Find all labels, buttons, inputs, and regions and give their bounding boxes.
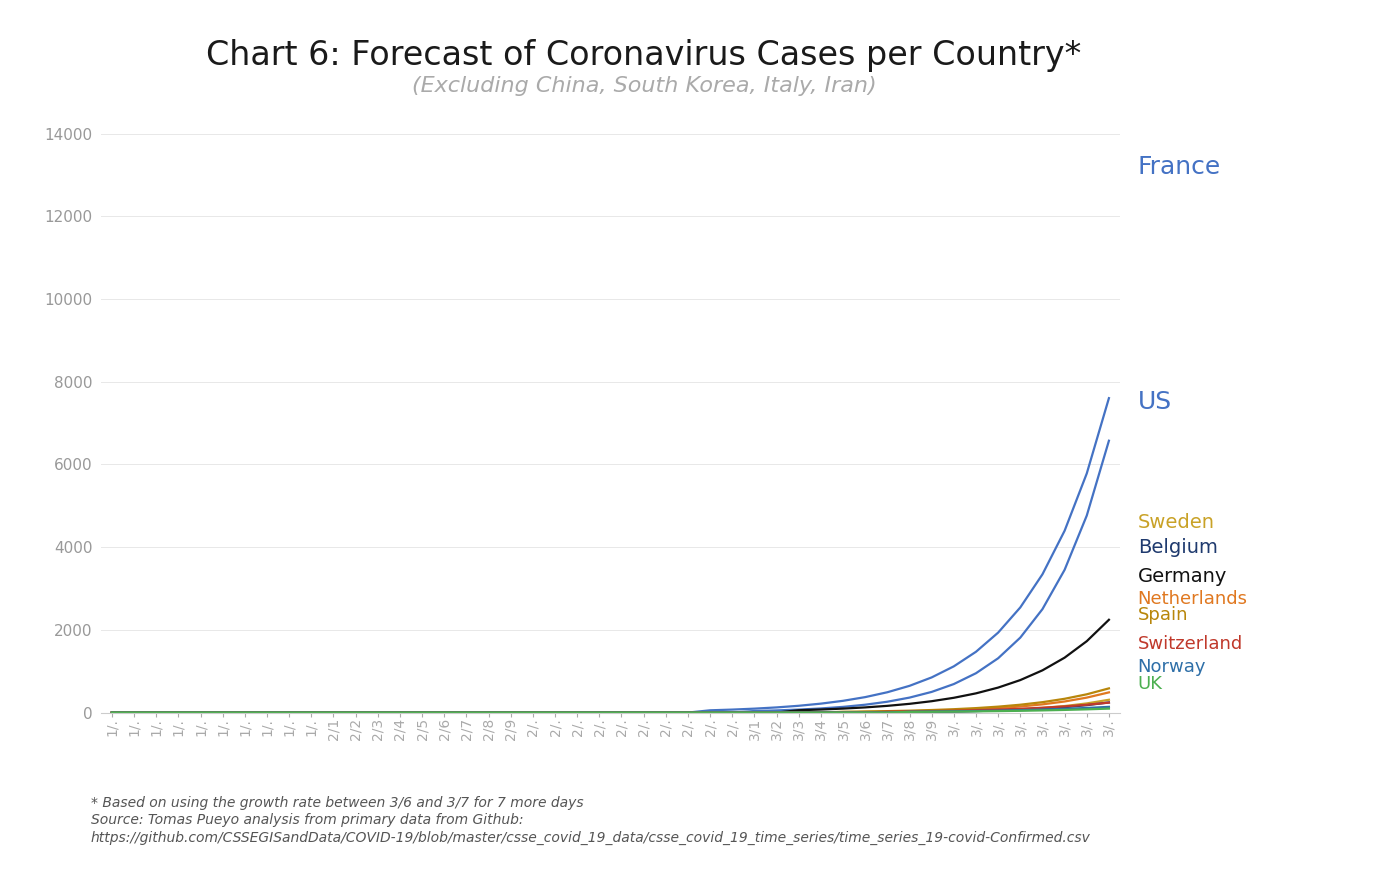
Text: UK: UK [1138, 675, 1163, 693]
Text: Switzerland: Switzerland [1138, 635, 1243, 653]
Text: Belgium: Belgium [1138, 538, 1218, 557]
Text: Netherlands: Netherlands [1138, 590, 1247, 607]
Text: Source: Tomas Pueyo analysis from primary data from Github:: Source: Tomas Pueyo analysis from primar… [91, 813, 524, 827]
Text: Germany: Germany [1138, 567, 1228, 586]
Text: Chart 6: Forecast of Coronavirus Cases per Country*: Chart 6: Forecast of Coronavirus Cases p… [206, 39, 1082, 72]
Text: * Based on using the growth rate between 3/6 and 3/7 for 7 more days: * Based on using the growth rate between… [91, 796, 584, 810]
Text: France: France [1138, 155, 1221, 179]
Text: Norway: Norway [1138, 658, 1207, 676]
Text: https://github.com/CSSEGISandData/COVID-19/blob/master/csse_covid_19_data/csse_c: https://github.com/CSSEGISandData/COVID-… [91, 831, 1091, 845]
Text: Sweden: Sweden [1138, 513, 1215, 532]
Text: US: US [1138, 390, 1172, 415]
Text: (Excluding China, South Korea, Italy, Iran): (Excluding China, South Korea, Italy, Ir… [412, 76, 876, 96]
Text: Spain: Spain [1138, 607, 1189, 625]
